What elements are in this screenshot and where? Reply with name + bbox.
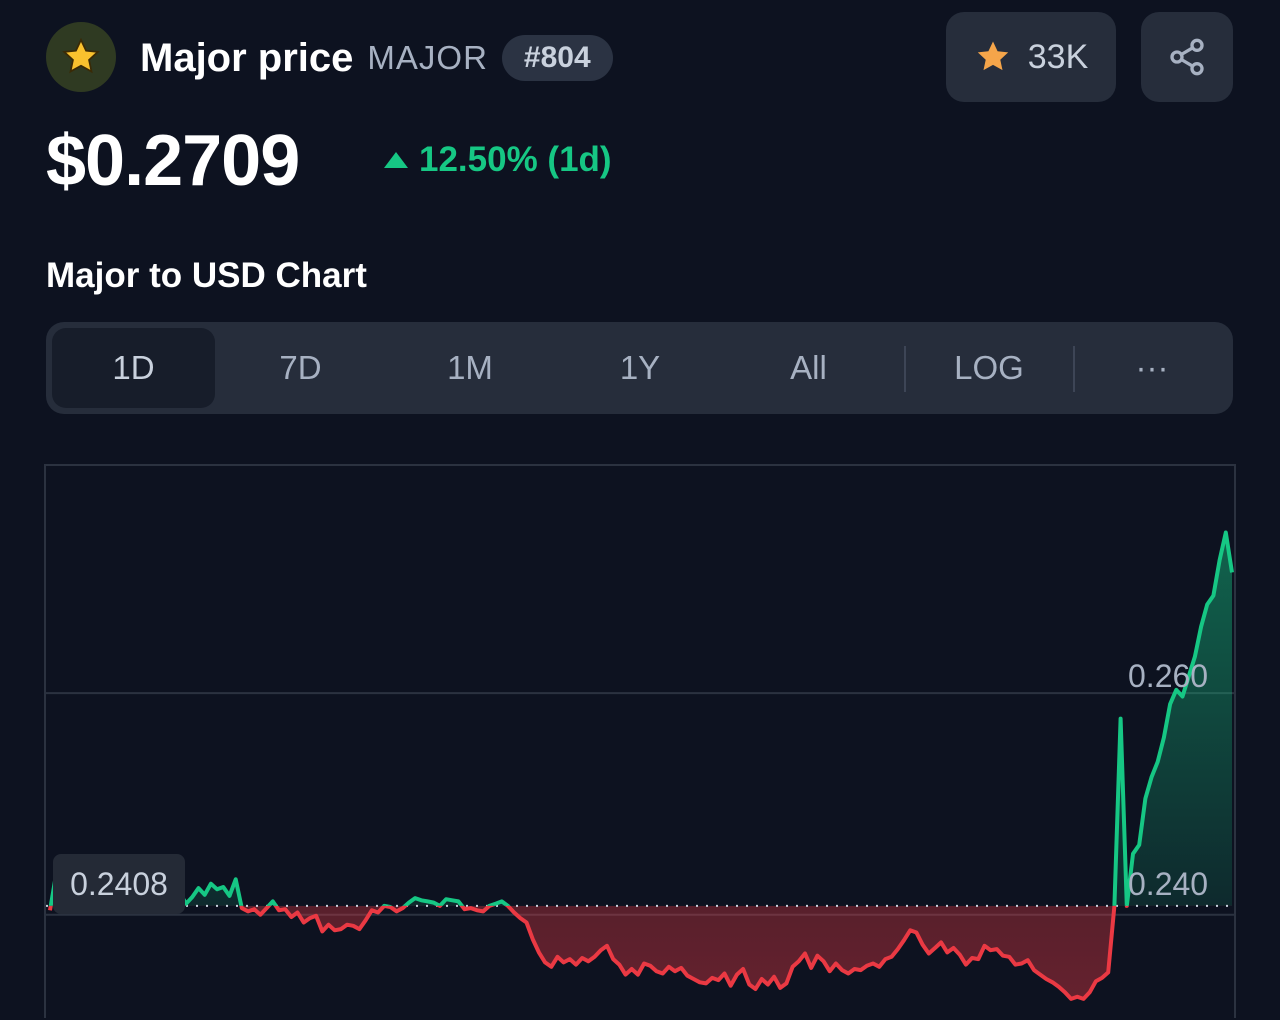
coin-symbol: MAJOR	[367, 39, 488, 76]
y-tick-label: 0.240	[1128, 866, 1209, 902]
tab-1y[interactable]: 1Y	[619, 349, 661, 386]
price-change-value: 12.50% (1d)	[419, 140, 612, 179]
triangle-up-icon	[384, 152, 408, 168]
price-change: 12.50% (1d)	[383, 140, 612, 180]
title-row: Major price MAJOR #804	[140, 30, 613, 86]
area-below-reference	[50, 905, 1232, 999]
tab-1m[interactable]: 1M	[447, 349, 493, 386]
watchlist-count: 33K	[1027, 37, 1089, 76]
more-options-button[interactable]: ···	[1135, 349, 1169, 386]
tab-divider	[1073, 346, 1075, 392]
price-chart[interactable]	[44, 464, 1236, 1018]
price-chart-svg	[46, 530, 1234, 1001]
tab-log[interactable]: LOG	[954, 349, 1024, 386]
tab-7d[interactable]: 7D	[279, 349, 322, 386]
tab-divider	[904, 346, 906, 392]
coin-logo	[46, 22, 116, 92]
price-line-down	[48, 905, 1129, 1001]
rank-badge: #804	[501, 35, 613, 81]
tab-1d[interactable]: 1D	[52, 328, 215, 408]
range-selector: 1D 7D 1M 1Y All LOG ···	[46, 322, 1233, 414]
tab-all[interactable]: All	[790, 349, 827, 386]
share-button[interactable]	[1141, 12, 1233, 102]
share-icon	[1170, 38, 1204, 76]
watchlist-button[interactable]: 33K	[946, 12, 1116, 102]
chart-heading: Major to USD Chart	[46, 256, 367, 295]
current-price: $0.2709	[46, 121, 300, 201]
star-icon	[977, 41, 1008, 71]
star-icon	[62, 37, 100, 74]
y-tick-label: 0.260	[1128, 658, 1209, 694]
reference-price-label: 0.2408	[53, 854, 185, 914]
coin-name: Major price	[140, 35, 354, 80]
